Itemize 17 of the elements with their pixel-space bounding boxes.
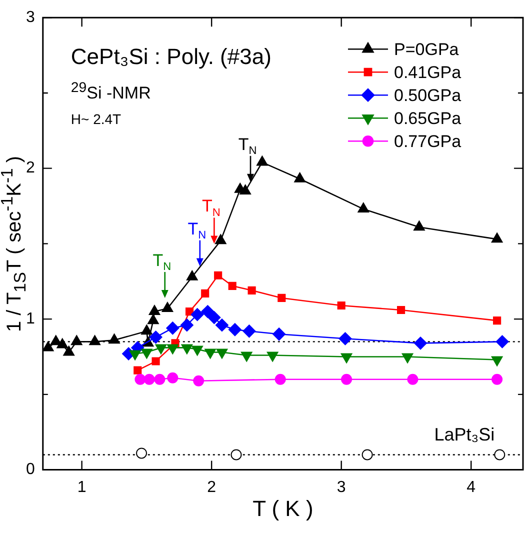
annotation: H~ 2.4T (70, 110, 122, 127)
annotation: $^{29}$Si -NMR (70, 80, 151, 104)
legend-label: 0.77GPa (394, 132, 462, 151)
y-tick-label: 1 (26, 310, 35, 328)
legend-label: 0.65GPa (394, 108, 462, 128)
annotation: CePt₃Si : Poly. (#3a) (70, 44, 272, 70)
x-tick-label: 3 (336, 478, 346, 496)
y-tick-label: 0 (26, 461, 35, 478)
x-tick-label: 2 (207, 478, 216, 496)
x-tick-label: 1 (77, 478, 86, 496)
x-tick-label: 4 (466, 478, 476, 496)
legend-label: P=0GPa (394, 40, 460, 59)
y-tick-label: 3 (26, 9, 35, 26)
legend-label: 0.41GPa (394, 62, 462, 82)
x-axis-title: T ( K ) (252, 496, 314, 522)
legend-label: 0.50GPa (394, 86, 462, 105)
series-label: LaPt₃Si (434, 424, 495, 445)
